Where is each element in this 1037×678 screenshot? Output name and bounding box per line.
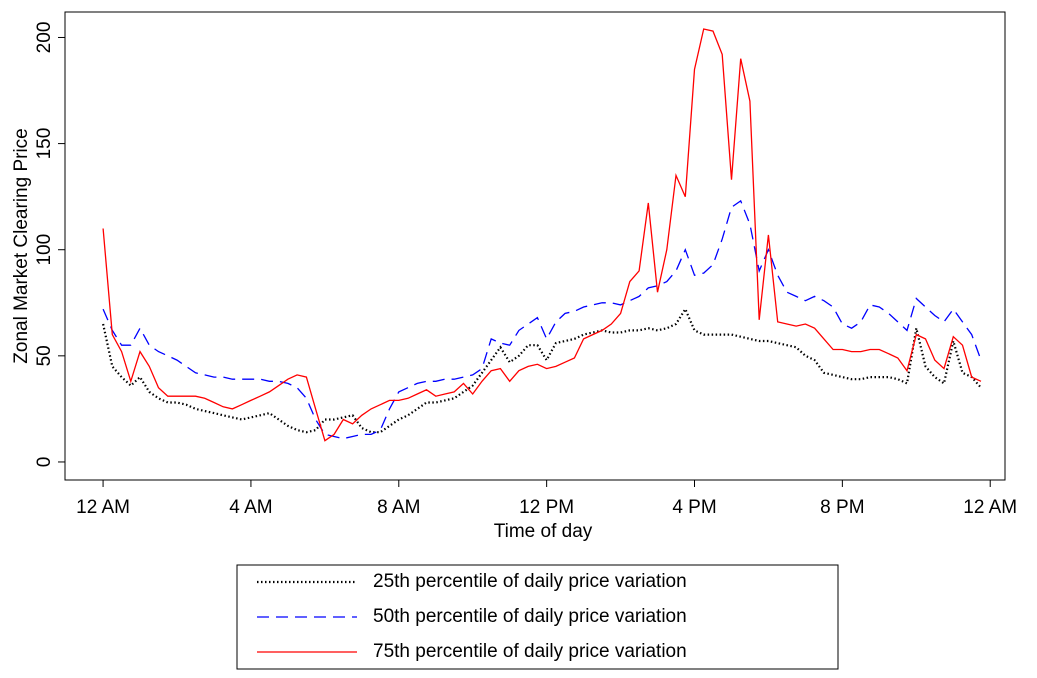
- y-tick-label: 0: [34, 457, 55, 468]
- y-tick-label: 150: [34, 128, 55, 160]
- legend-label: 50th percentile of daily price variation: [373, 606, 687, 627]
- x-axis-label: Time of day: [494, 521, 593, 542]
- x-tick-label: 12 AM: [963, 497, 1017, 518]
- y-tick-label: 50: [34, 345, 55, 366]
- legend-label: 25th percentile of daily price variation: [373, 571, 687, 592]
- y-axis-label: Zonal Market Clearing Price: [11, 128, 32, 363]
- series-line: [102, 306, 982, 434]
- x-tick-label: 4 AM: [229, 497, 272, 518]
- x-tick-label: 12 AM: [76, 497, 130, 518]
- plot-frame: [64, 11, 1006, 481]
- x-tick-label: 8 PM: [820, 497, 864, 518]
- x-tick-label: 8 AM: [377, 497, 420, 518]
- y-tick-label: 100: [34, 234, 55, 266]
- series-line: [102, 199, 982, 440]
- y-tick-label: 200: [34, 22, 55, 54]
- legend-label: 75th percentile of daily price variation: [373, 641, 687, 662]
- x-tick-label: 4 PM: [672, 497, 716, 518]
- x-tick-label: 12 PM: [519, 497, 574, 518]
- series-line: [102, 28, 982, 442]
